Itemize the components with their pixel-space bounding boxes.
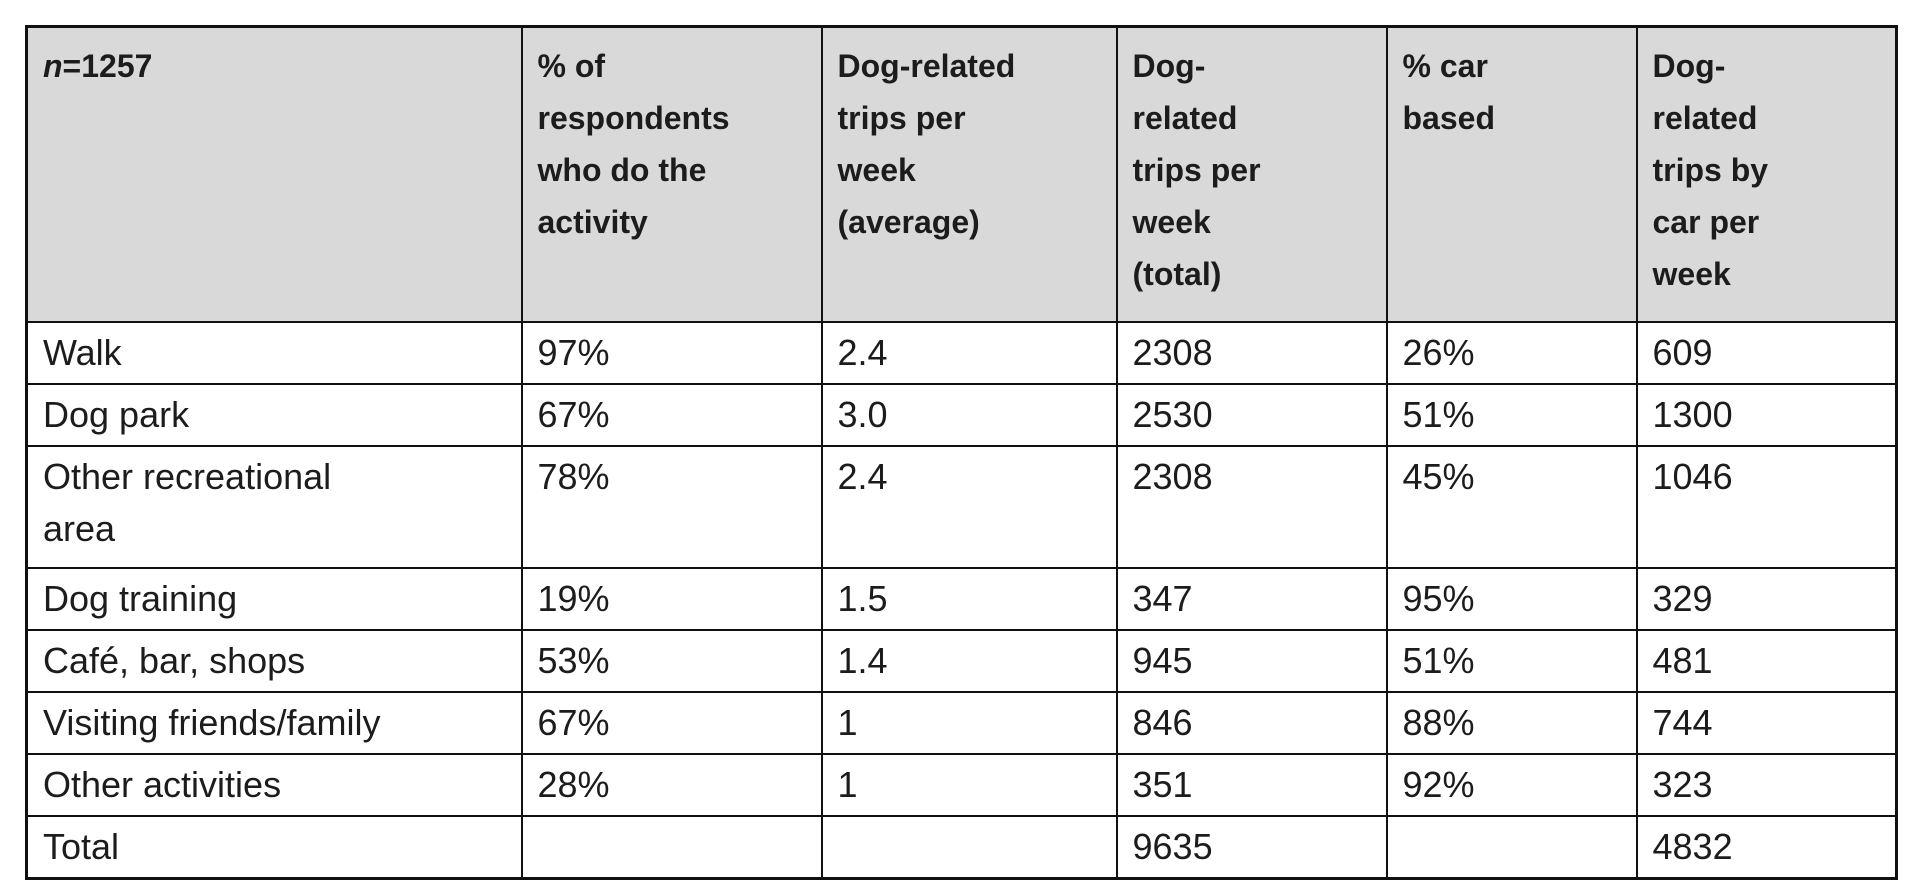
cell-trips-total: 945 <box>1115 628 1388 693</box>
cell-pct-respondents: 28% <box>520 752 823 817</box>
header-cell-sample-size: n=1257 <box>25 25 523 323</box>
cell-trips-total: 347 <box>1115 566 1388 631</box>
cell-trips-total: 2530 <box>1115 382 1388 447</box>
table-row-other-recreational-area: Other recreational area 78% 2.4 2308 45%… <box>25 444 1898 569</box>
cell-pct-respondents: 19% <box>520 566 823 631</box>
table-row-dog-training: Dog training 19% 1.5 347 95% 329 <box>25 566 1898 631</box>
header-cell-pct-respondents: % of respondents who do the activity <box>520 25 823 323</box>
cell-trips-car: 1300 <box>1635 382 1898 447</box>
cell-activity: Dog park <box>25 382 523 447</box>
cell-pct-car: 51% <box>1385 382 1638 447</box>
header-cell-trips-car: Dog- related trips by car per week <box>1635 25 1898 323</box>
header-cell-pct-car: % car based <box>1385 25 1638 323</box>
cell-pct-respondents: 78% <box>520 444 823 569</box>
cell-pct-car: 95% <box>1385 566 1638 631</box>
header-cell-trips-avg: Dog-related trips per week (average) <box>820 25 1118 323</box>
cell-trips-car: 744 <box>1635 690 1898 755</box>
cell-activity: Dog training <box>25 566 523 631</box>
cell-activity: Walk <box>25 320 523 385</box>
dog-trips-table: n=1257 % of respondents who do the activ… <box>25 25 1898 880</box>
cell-activity: Visiting friends/family <box>25 690 523 755</box>
cell-trips-total: 846 <box>1115 690 1388 755</box>
sample-size-value: =1257 <box>62 48 153 84</box>
cell-trips-avg: 1.4 <box>820 628 1118 693</box>
table-row-cafe-bar-shops: Café, bar, shops 53% 1.4 945 51% 481 <box>25 628 1898 693</box>
table-row-other-activities: Other activities 28% 1 351 92% 323 <box>25 752 1898 817</box>
cell-trips-car: 323 <box>1635 752 1898 817</box>
cell-activity: Café, bar, shops <box>25 628 523 693</box>
table-row-total: Total 9635 4832 <box>25 814 1898 879</box>
table-row-visiting-friends-family: Visiting friends/family 67% 1 846 88% 74… <box>25 690 1898 755</box>
cell-trips-total: 2308 <box>1115 444 1388 569</box>
cell-trips-avg: 3.0 <box>820 382 1118 447</box>
cell-activity: Other recreational area <box>25 444 523 569</box>
cell-trips-total: 9635 <box>1115 814 1388 879</box>
table-row-walk: Walk 97% 2.4 2308 26% 609 <box>25 320 1898 385</box>
cell-trips-car: 1046 <box>1635 444 1898 569</box>
cell-trips-avg: 1 <box>820 690 1118 755</box>
cell-trips-car: 4832 <box>1635 814 1898 879</box>
cell-pct-car: 26% <box>1385 320 1638 385</box>
cell-activity: Total <box>25 814 523 879</box>
cell-pct-respondents: 97% <box>520 320 823 385</box>
cell-pct-car: 88% <box>1385 690 1638 755</box>
cell-pct-car: 92% <box>1385 752 1638 817</box>
cell-trips-avg: 1 <box>820 752 1118 817</box>
cell-trips-total: 351 <box>1115 752 1388 817</box>
cell-trips-avg: 2.4 <box>820 320 1118 385</box>
cell-pct-car: 51% <box>1385 628 1638 693</box>
cell-trips-total: 2308 <box>1115 320 1388 385</box>
cell-trips-avg: 2.4 <box>820 444 1118 569</box>
cell-activity: Other activities <box>25 752 523 817</box>
cell-pct-respondents: 67% <box>520 690 823 755</box>
cell-pct-respondents <box>520 814 823 879</box>
cell-trips-car: 609 <box>1635 320 1898 385</box>
cell-trips-avg: 1.5 <box>820 566 1118 631</box>
table-header-row: n=1257 % of respondents who do the activ… <box>25 25 1898 323</box>
cell-pct-respondents: 67% <box>520 382 823 447</box>
cell-trips-car: 329 <box>1635 566 1898 631</box>
cell-pct-respondents: 53% <box>520 628 823 693</box>
cell-pct-car <box>1385 814 1638 879</box>
header-cell-trips-total: Dog- related trips per week (total) <box>1115 25 1388 323</box>
table-row-dog-park: Dog park 67% 3.0 2530 51% 1300 <box>25 382 1898 447</box>
cell-trips-avg <box>820 814 1118 879</box>
cell-trips-car: 481 <box>1635 628 1898 693</box>
cell-pct-car: 45% <box>1385 444 1638 569</box>
sample-size-n: n <box>43 48 63 84</box>
